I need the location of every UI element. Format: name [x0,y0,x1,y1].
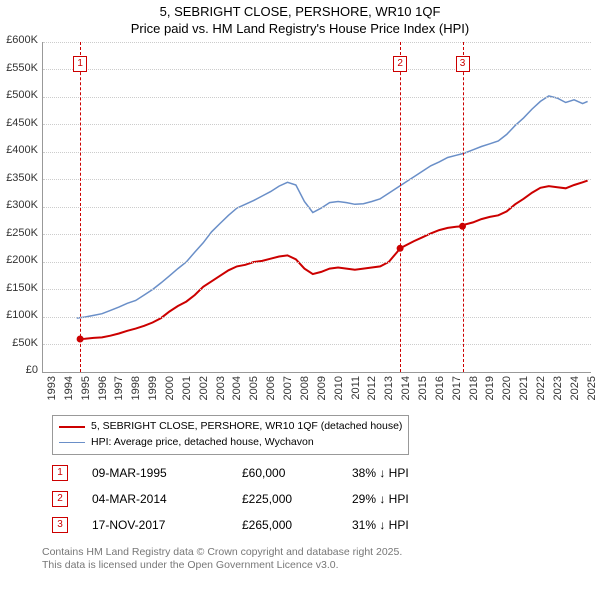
table-diff: 29% ↓ HPI [352,492,472,506]
table-row: 1 09-MAR-1995£60,00038% ↓ HPI [52,460,472,486]
x-tick-label: 2025 [586,376,598,416]
credit-line-2: This data is licensed under the Open Gov… [42,559,582,572]
x-tick-label: 2017 [451,376,463,416]
gridline [43,207,591,208]
legend-row: 5, SEBRIGHT CLOSE, PERSHORE, WR10 1QF (d… [59,419,402,435]
sale-marker-badge: 1 [73,56,87,72]
chart-title: 5, SEBRIGHT CLOSE, PERSHORE, WR10 1QF Pr… [0,0,600,38]
plot-area: 1 2 3 [42,42,591,373]
table-diff: 31% ↓ HPI [352,518,472,532]
x-tick-label: 2020 [501,376,513,416]
x-tick-label: 1994 [63,376,75,416]
table-row: 3 17-NOV-2017£265,00031% ↓ HPI [52,512,472,538]
table-date: 04-MAR-2014 [92,492,242,506]
y-tick-label: £450K [0,117,38,129]
y-tick-label: £550K [0,62,38,74]
gridline [43,234,591,235]
gridline [43,152,591,153]
sale-marker-line [400,42,401,372]
gridline [43,289,591,290]
gridline [43,124,591,125]
legend-label: HPI: Average price, detached house, Wych… [91,435,314,451]
x-tick-label: 1993 [46,376,58,416]
table-marker-badge: 2 [52,491,68,507]
x-tick-label: 2018 [468,376,480,416]
x-tick-label: 2000 [164,376,176,416]
title-line-1: 5, SEBRIGHT CLOSE, PERSHORE, WR10 1QF [0,4,600,21]
y-tick-label: £300K [0,199,38,211]
x-tick-label: 2006 [265,376,277,416]
x-tick-label: 1999 [147,376,159,416]
legend-swatch [59,442,85,443]
x-tick-label: 2016 [434,376,446,416]
gridline [43,179,591,180]
table-price: £265,000 [242,518,352,532]
y-tick-label: £0 [0,364,38,376]
y-tick-label: £350K [0,172,38,184]
x-tick-label: 2001 [181,376,193,416]
x-tick-label: 2008 [299,376,311,416]
x-tick-label: 1996 [97,376,109,416]
x-tick-label: 1998 [130,376,142,416]
legend: 5, SEBRIGHT CLOSE, PERSHORE, WR10 1QF (d… [52,415,409,455]
sale-marker-badge: 2 [393,56,407,72]
x-tick-label: 1995 [80,376,92,416]
x-tick-label: 2011 [350,376,362,416]
table-marker-badge: 3 [52,517,68,533]
gridline [43,69,591,70]
table-date: 09-MAR-1995 [92,466,242,480]
x-tick-label: 2012 [366,376,378,416]
table-date: 17-NOV-2017 [92,518,242,532]
x-tick-label: 2002 [198,376,210,416]
credit-text: Contains HM Land Registry data © Crown c… [42,546,582,572]
series-price_paid [80,180,587,338]
sales-table: 1 09-MAR-1995£60,00038% ↓ HPI 2 04-MAR-2014… [52,460,472,538]
legend-label: 5, SEBRIGHT CLOSE, PERSHORE, WR10 1QF (d… [91,419,402,435]
sale-marker-line [80,42,81,372]
x-tick-label: 2014 [400,376,412,416]
x-tick-label: 2007 [282,376,294,416]
x-tick-label: 2013 [383,376,395,416]
title-line-2: Price paid vs. HM Land Registry's House … [0,21,600,38]
table-price: £225,000 [242,492,352,506]
y-tick-label: £200K [0,254,38,266]
y-tick-label: £100K [0,309,38,321]
x-tick-label: 2004 [231,376,243,416]
legend-row: HPI: Average price, detached house, Wych… [59,435,402,451]
y-tick-label: £500K [0,89,38,101]
sale-marker-line [463,42,464,372]
x-tick-label: 1997 [113,376,125,416]
gridline [43,317,591,318]
table-row: 2 04-MAR-2014£225,00029% ↓ HPI [52,486,472,512]
x-tick-label: 2010 [333,376,345,416]
gridline [43,262,591,263]
chart-container: 5, SEBRIGHT CLOSE, PERSHORE, WR10 1QF Pr… [0,0,600,369]
y-tick-label: £600K [0,34,38,46]
gridline [43,344,591,345]
table-price: £60,000 [242,466,352,480]
y-tick-label: £250K [0,227,38,239]
x-tick-label: 2023 [552,376,564,416]
x-tick-label: 2022 [535,376,547,416]
credit-line-1: Contains HM Land Registry data © Crown c… [42,546,582,559]
x-tick-label: 2021 [518,376,530,416]
table-diff: 38% ↓ HPI [352,466,472,480]
x-tick-label: 2003 [215,376,227,416]
x-tick-label: 2009 [316,376,328,416]
x-tick-label: 2019 [484,376,496,416]
x-tick-label: 2005 [248,376,260,416]
y-tick-label: £400K [0,144,38,156]
legend-swatch [59,426,85,428]
table-marker-badge: 1 [52,465,68,481]
sale-marker-badge: 3 [456,56,470,72]
y-tick-label: £50K [0,337,38,349]
gridline [43,97,591,98]
x-tick-label: 2024 [569,376,581,416]
gridline [43,42,591,43]
x-tick-label: 2015 [417,376,429,416]
y-tick-label: £150K [0,282,38,294]
